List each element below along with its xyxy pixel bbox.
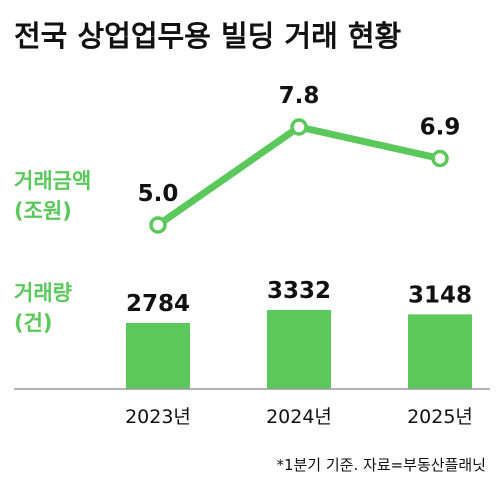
bar-2 bbox=[408, 314, 472, 389]
bar-value-label-0: 2784 bbox=[126, 291, 190, 317]
bar-value-label-2: 3148 bbox=[408, 282, 472, 308]
line-point-0 bbox=[149, 216, 167, 234]
line-series-label: 거래금액 bbox=[14, 169, 91, 193]
source-note: *1분기 기준. 자료=부동산플래닛 bbox=[276, 456, 486, 474]
bar-value-label-1: 3332 bbox=[267, 278, 331, 304]
x-tick-label-2: 2025년 bbox=[407, 406, 473, 428]
x-tick-label-1: 2024년 bbox=[266, 406, 332, 428]
bar-value-labels: 2784 3332 3148 bbox=[126, 278, 472, 317]
line-value-label-2: 6.9 bbox=[420, 115, 461, 141]
line-series bbox=[149, 118, 449, 234]
line-path bbox=[154, 123, 444, 229]
bar-series-unit: (건) bbox=[14, 311, 53, 335]
line-point-1 bbox=[290, 118, 308, 136]
bar-0 bbox=[126, 323, 190, 389]
x-tick-label-0: 2023년 bbox=[125, 406, 191, 428]
line-value-label-1: 7.8 bbox=[279, 83, 320, 109]
line-point-2 bbox=[431, 149, 449, 168]
bar-1 bbox=[267, 310, 331, 389]
x-axis-ticks: 2023년 2024년 2025년 bbox=[125, 406, 473, 428]
line-value-labels: 5.0 7.8 6.9 bbox=[138, 83, 461, 207]
bar-group bbox=[126, 310, 472, 389]
line-series-unit: (조원) bbox=[14, 199, 72, 223]
bar-series-label: 거래량 bbox=[14, 281, 72, 305]
chart-title: 전국 상업업무용 빌딩 거래 현황 bbox=[14, 19, 402, 53]
line-value-label-0: 5.0 bbox=[138, 181, 179, 207]
